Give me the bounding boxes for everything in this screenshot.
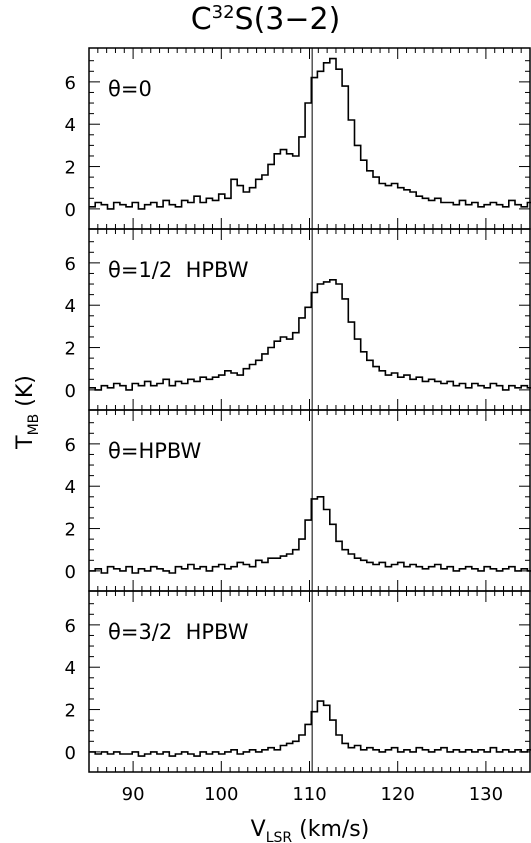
y-tick-label: 2 xyxy=(65,701,76,722)
y-tick-label: 0 xyxy=(65,743,76,764)
panel-annotation: θ=0 xyxy=(108,77,152,101)
panel-annotation: θ=1/2 HPBW xyxy=(108,258,249,282)
title-main: C xyxy=(190,2,212,37)
y-tick-label: 0 xyxy=(65,562,76,583)
title-rest: S(3−2) xyxy=(234,2,341,37)
panel-annotation: θ=3/2 HPBW xyxy=(108,620,249,644)
y-tick-label: 6 xyxy=(65,254,76,275)
spectrum-panel-1: 0 2 4 6 θ=0 xyxy=(65,47,531,230)
spectrum-panel-3: 0 2 4 6 θ=HPBW xyxy=(65,409,531,592)
y-tick-label: 2 xyxy=(65,520,76,541)
y-tick-label: 4 xyxy=(65,115,76,136)
spectrum-panel-4: 0 2 4 6 90 100 110 120 130 θ=3/2 HPBW xyxy=(65,590,531,805)
x-tick-label: 130 xyxy=(469,784,503,805)
x-tick-label: 90 xyxy=(122,784,145,805)
y-tick-label: 4 xyxy=(65,296,76,317)
panel-frame xyxy=(88,409,531,592)
panel-annotation: θ=HPBW xyxy=(108,439,202,463)
x-axis-label: VLSR (km/s) xyxy=(251,817,370,843)
spectrum-line xyxy=(89,496,531,574)
title-superscript: 32 xyxy=(211,2,235,23)
y-tick-label: 4 xyxy=(65,477,76,498)
x-axis-label-rest: (km/s) xyxy=(292,817,369,842)
y-tick-label: 0 xyxy=(65,200,76,221)
y-tick-label: 4 xyxy=(65,658,76,679)
panels: 0 2 4 6 θ=0 0 2 4 6 θ=1/2 HPBW 0 2 4 6 θ=HPBW 0 2 4 6 90 100… xyxy=(65,47,531,805)
spectrum-panel-2: 0 2 4 6 θ=1/2 HPBW xyxy=(65,228,531,411)
panel-frame xyxy=(88,590,531,773)
y-tick-label: 0 xyxy=(65,381,76,402)
x-axis-label-sub: LSR xyxy=(266,830,293,843)
chart-title: C32S(3−2) xyxy=(0,2,531,37)
x-axis-label-main: V xyxy=(251,817,266,842)
x-tick-label: 100 xyxy=(204,784,238,805)
spectrum-line xyxy=(89,57,531,210)
y-tick-label: 2 xyxy=(65,339,76,360)
y-tick-label: 2 xyxy=(65,158,76,179)
y-tick-label: 6 xyxy=(65,435,76,456)
y-tick-label: 6 xyxy=(65,616,76,637)
y-axis-label-rest: (K) xyxy=(13,375,38,414)
y-axis-label: TMB (K) xyxy=(13,375,42,450)
y-axis-label-main: T xyxy=(13,435,38,450)
spectrum-line xyxy=(89,279,531,391)
y-axis-label-sub: MB xyxy=(26,414,42,436)
x-tick-label: 120 xyxy=(381,784,415,805)
y-tick-label: 6 xyxy=(65,73,76,94)
x-tick-label: 110 xyxy=(292,784,326,805)
spectrum-line xyxy=(89,700,531,757)
